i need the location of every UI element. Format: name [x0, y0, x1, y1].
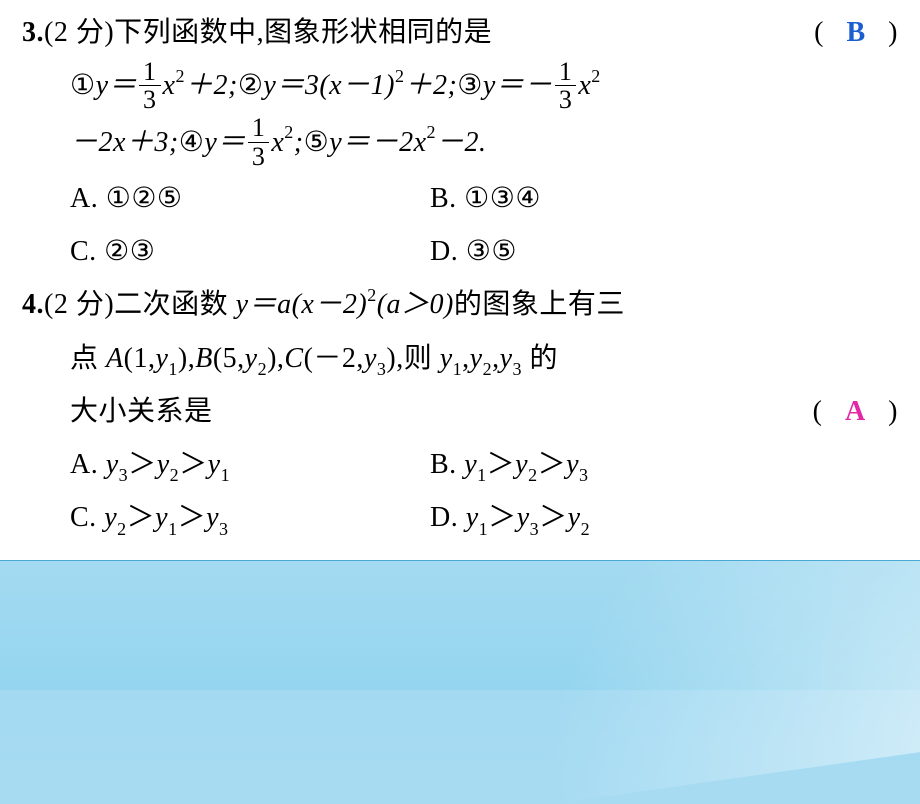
q4-number: 4. — [22, 289, 44, 320]
q4-choices-row2: C. y2＞y1＞y3 D. y1＞y3＞y2 — [22, 491, 898, 544]
q3-number: 3. — [22, 6, 44, 59]
q3-stem: 下列函数中,图象形状相同的是 — [114, 6, 492, 59]
q3-functions-line1: ①y＝13x2＋2;②y＝3(x－1)2＋2;③y＝－13x2 — [22, 59, 898, 115]
q3-functions-line2: －2x＋3;④y＝13x2;⑤y＝－2x2－2. — [22, 116, 898, 172]
q4-answer-slot: ( A ) — [813, 385, 898, 438]
q3-choice-c: C. ②③ — [70, 225, 430, 278]
q4-stem-tail: 大小关系是 — [70, 385, 213, 438]
q3-points: (2 分) — [44, 6, 114, 59]
q3-choices-row1: A. ①②⑤ B. ①③④ — [22, 172, 898, 225]
q4-choice-d: D. y1＞y3＞y2 — [430, 491, 590, 544]
q3-answer-slot: ( B ) — [814, 6, 898, 59]
q4-choice-a: A. y3＞y2＞y1 — [70, 438, 430, 491]
q3-answer: B — [846, 17, 865, 48]
q3-choice-b: B. ①③④ — [430, 172, 541, 225]
q3-choice-a: A. ①②⑤ — [70, 172, 430, 225]
question-4: 4.(2 分)二次函数 y＝a(x－2)2(a＞0)的图象上有三 点 A(1,y… — [22, 278, 898, 544]
question-3: 3. (2 分) 下列函数中,图象形状相同的是 ( B ) ①y＝13x2＋2;… — [22, 6, 898, 278]
q3-choice-d: D. ③⑤ — [430, 225, 517, 278]
q4-points: (2 分) — [44, 289, 114, 320]
q4-points-line: 点 A(1,y1),B(5,y2),C(－2,y3),则 y1,y2,y3 的 — [22, 332, 898, 385]
question-card: 3. (2 分) 下列函数中,图象形状相同的是 ( B ) ①y＝13x2＋2;… — [0, 0, 920, 561]
q4-answer: A — [845, 396, 866, 427]
q3-choices-row2: C. ②③ D. ③⑤ — [22, 225, 898, 278]
q4-choices-row1: A. y3＞y2＞y1 B. y1＞y2＞y3 — [22, 438, 898, 491]
q4-choice-c: C. y2＞y1＞y3 — [70, 491, 430, 544]
q4-choice-b: B. y1＞y2＞y3 — [430, 438, 589, 491]
